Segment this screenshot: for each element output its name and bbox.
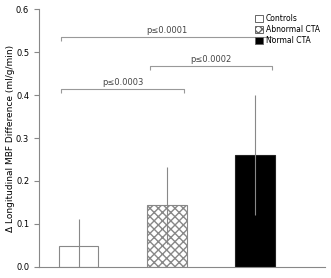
- Legend: Controls, Abnormal CTA, Normal CTA: Controls, Abnormal CTA, Normal CTA: [254, 13, 322, 47]
- Y-axis label: Δ Longitudinal MBF Difference (ml/g/min): Δ Longitudinal MBF Difference (ml/g/min): [6, 44, 15, 232]
- Text: p≤0.0001: p≤0.0001: [146, 26, 187, 35]
- Text: p≤0.0003: p≤0.0003: [102, 78, 143, 87]
- Bar: [59, 246, 98, 267]
- Text: p≤0.0002: p≤0.0002: [190, 55, 231, 64]
- Bar: [147, 205, 187, 267]
- Bar: [235, 155, 275, 267]
